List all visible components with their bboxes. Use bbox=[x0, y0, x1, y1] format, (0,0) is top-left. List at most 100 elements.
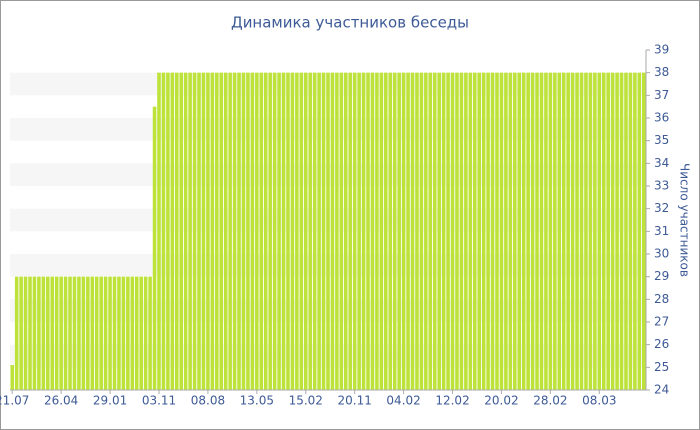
y-tick-label: 33 bbox=[654, 179, 669, 193]
bar bbox=[557, 72, 562, 391]
bar bbox=[183, 72, 188, 391]
bar bbox=[197, 72, 201, 391]
bar bbox=[330, 72, 335, 391]
bar bbox=[157, 72, 161, 391]
bar bbox=[593, 72, 597, 391]
bar bbox=[139, 276, 143, 390]
y-tick-label: 35 bbox=[654, 133, 669, 147]
bar bbox=[228, 72, 232, 391]
bar bbox=[335, 72, 339, 391]
bar bbox=[59, 276, 63, 390]
bar bbox=[446, 72, 450, 391]
bar bbox=[148, 276, 152, 390]
bar bbox=[339, 72, 344, 391]
bar bbox=[241, 72, 246, 391]
bar bbox=[624, 72, 628, 391]
bar bbox=[81, 276, 86, 390]
x-tick-label: 20.02 bbox=[484, 394, 518, 408]
bar bbox=[90, 276, 95, 390]
bar bbox=[575, 72, 579, 391]
bar bbox=[570, 72, 575, 391]
bar bbox=[232, 72, 237, 391]
bar bbox=[548, 72, 553, 391]
bar bbox=[286, 72, 290, 391]
bar bbox=[299, 72, 304, 391]
bar bbox=[619, 72, 624, 391]
bar bbox=[130, 276, 135, 390]
bar bbox=[10, 365, 15, 390]
x-tick-label: 03.11 bbox=[142, 394, 176, 408]
y-tick-label: 26 bbox=[654, 337, 669, 351]
bar bbox=[375, 72, 379, 391]
x-tick-label: 21.07 bbox=[0, 394, 29, 408]
bar bbox=[606, 72, 610, 391]
y-tick-label: 29 bbox=[654, 269, 669, 283]
bar bbox=[401, 72, 406, 391]
bar bbox=[628, 72, 633, 391]
bar bbox=[504, 72, 508, 391]
y-tick-label: 38 bbox=[654, 65, 669, 79]
bar bbox=[32, 276, 37, 390]
bar bbox=[437, 72, 441, 391]
bar bbox=[486, 72, 490, 391]
bar bbox=[290, 72, 295, 391]
bar bbox=[535, 72, 539, 391]
bar bbox=[601, 72, 606, 391]
bar bbox=[584, 72, 588, 391]
bar bbox=[517, 72, 522, 391]
bar bbox=[477, 72, 481, 391]
bar bbox=[86, 276, 90, 390]
bar bbox=[637, 72, 642, 391]
bar bbox=[597, 72, 602, 391]
bar bbox=[579, 72, 584, 391]
x-tick-label: 20.11 bbox=[338, 394, 372, 408]
bar bbox=[424, 72, 428, 391]
plot-area bbox=[10, 72, 646, 391]
chart-title: Динамика участников беседы bbox=[231, 14, 469, 32]
bar bbox=[192, 72, 197, 391]
bar bbox=[481, 72, 486, 391]
y-tick-label: 32 bbox=[654, 201, 669, 215]
bar bbox=[321, 72, 326, 391]
y-tick-label: 39 bbox=[654, 43, 669, 57]
bar bbox=[46, 276, 50, 390]
bar bbox=[415, 72, 419, 391]
x-tick-label: 29.01 bbox=[93, 394, 127, 408]
bar bbox=[41, 276, 46, 390]
bar bbox=[37, 276, 41, 390]
bar bbox=[23, 276, 28, 390]
x-tick-label: 12.02 bbox=[435, 394, 469, 408]
bar bbox=[379, 72, 384, 391]
bar bbox=[384, 72, 388, 391]
y-tick-label: 36 bbox=[654, 111, 669, 125]
bar bbox=[499, 72, 504, 391]
bar bbox=[201, 72, 206, 391]
bar bbox=[63, 276, 68, 390]
bar bbox=[272, 72, 277, 391]
bar bbox=[99, 276, 103, 390]
bar bbox=[392, 72, 397, 391]
bar bbox=[54, 276, 59, 390]
bar bbox=[210, 72, 215, 391]
x-tick-label: 15.02 bbox=[289, 394, 323, 408]
bar bbox=[219, 72, 224, 391]
x-tick-label: 13.05 bbox=[240, 394, 274, 408]
bar bbox=[641, 72, 646, 391]
bar bbox=[508, 72, 513, 391]
bar bbox=[117, 276, 121, 390]
bar bbox=[428, 72, 433, 391]
bar bbox=[352, 72, 357, 391]
x-tick-label: 08.03 bbox=[582, 394, 616, 408]
bar bbox=[50, 276, 55, 390]
bar bbox=[94, 276, 99, 390]
bar bbox=[539, 72, 544, 391]
bar bbox=[468, 72, 473, 391]
bar bbox=[246, 72, 250, 391]
bar bbox=[14, 276, 19, 390]
bar bbox=[588, 72, 593, 391]
y-tick-label: 27 bbox=[654, 315, 669, 329]
bar bbox=[397, 72, 401, 391]
bar bbox=[357, 72, 361, 391]
bar bbox=[295, 72, 299, 391]
bar bbox=[77, 276, 81, 390]
